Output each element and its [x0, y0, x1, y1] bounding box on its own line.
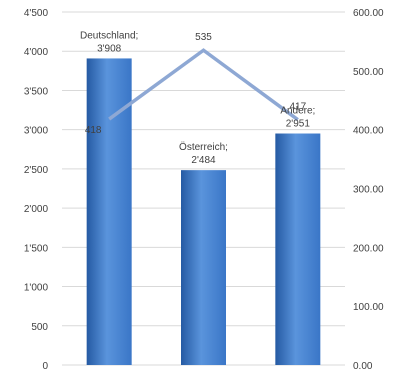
left-tick-label: 2'500: [24, 165, 49, 176]
line-label: 535: [195, 32, 212, 43]
right-tick-label: 200.00: [353, 243, 384, 254]
right-tick-label: 300.00: [353, 185, 384, 196]
left-tick-label: 1'000: [24, 283, 49, 294]
bar-label: Österreich; 2'484: [179, 141, 228, 166]
right-tick-label: 600.00: [353, 8, 384, 19]
bar-label: Deutschland; 3'908: [80, 30, 138, 54]
left-tick-label: 500: [31, 322, 48, 333]
bars: [86, 58, 321, 365]
left-tick-label: 1'500: [24, 243, 49, 254]
left-tick-label: 2'000: [24, 204, 49, 215]
right-axis: 0.00 100.00 200.00 300.00 400.00 500.00 600.00: [353, 8, 384, 372]
right-tick-label: 500.00: [353, 67, 384, 78]
line-series: [108, 48, 299, 122]
line-path: [108, 48, 299, 122]
right-tick-label: 400.00: [353, 126, 384, 137]
line-label: 417: [289, 102, 306, 113]
left-tick-label: 4'000: [24, 47, 49, 58]
bar-label: Andere; 2'951: [280, 106, 315, 130]
right-tick-label: 100.00: [353, 302, 384, 313]
data-labels: Deutschland; 3'908 Österreich; 2'484 Andere;…: [80, 30, 315, 166]
left-tick-label: 3'000: [24, 126, 49, 137]
bar: [86, 58, 132, 365]
left-tick-label: 3'500: [24, 86, 49, 97]
bar: [181, 170, 226, 365]
left-axis: 0 500 1'000 1'500 2'000 2'500 3'000 3'500 4'000 4…: [24, 8, 49, 372]
line-label: 418: [85, 125, 102, 136]
left-tick-label: 4'500: [24, 8, 49, 19]
bar: [275, 133, 321, 365]
left-tick-label: 0: [42, 361, 48, 372]
right-tick-label: 0.00: [353, 361, 373, 372]
